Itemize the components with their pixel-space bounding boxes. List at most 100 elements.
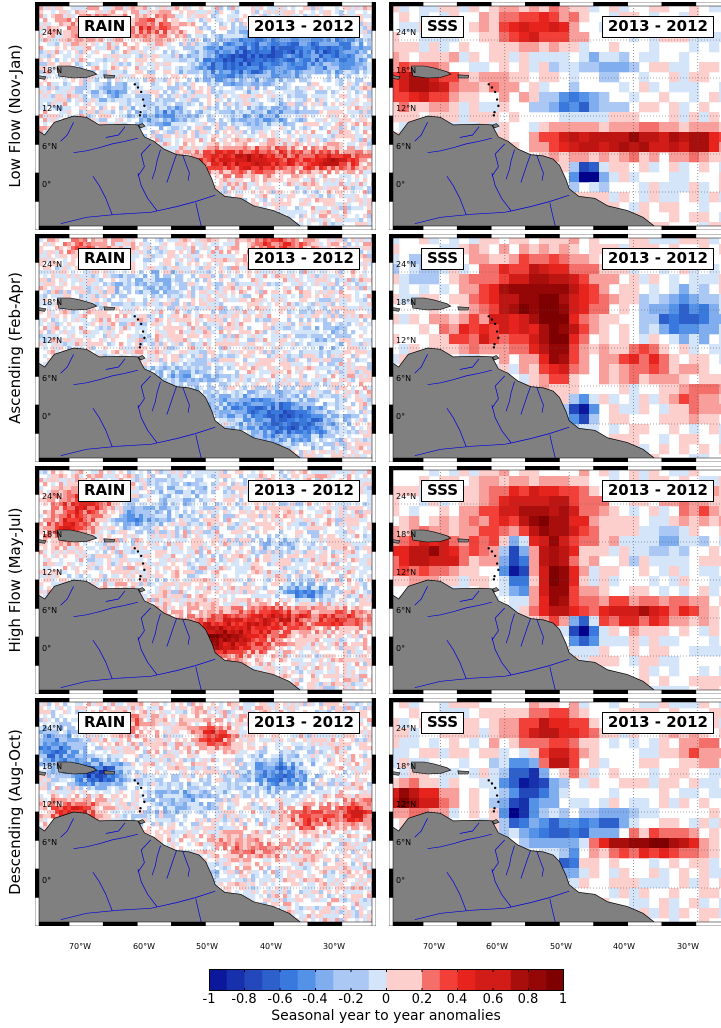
rain-map-panel: RAIN 2013 - 2012: [35, 234, 376, 462]
colorbar: [209, 969, 564, 991]
lat-tick-label: 24°N: [396, 492, 417, 501]
map-frame: [35, 234, 376, 462]
lesser-antilles-island: [497, 104, 500, 108]
island-landmass: [411, 529, 452, 543]
lesser-antilles-island: [493, 554, 497, 558]
lat-tick-label: 6°N: [396, 142, 412, 151]
lon-tick-30w: 30°W: [676, 942, 700, 951]
lesser-antilles-island: [138, 346, 142, 349]
island-landmass: [138, 123, 146, 129]
lesser-antilles-island: [136, 86, 140, 89]
lat-tick-label: 18°N: [396, 298, 417, 307]
lat-tick-label: 18°N: [396, 762, 417, 771]
island-landmass: [492, 355, 500, 361]
lesser-antilles-island: [143, 800, 146, 804]
lesser-antilles-island: [139, 90, 143, 94]
island-landmass: [492, 819, 500, 825]
colorbar-tick: 1: [558, 992, 568, 1007]
colorbar-level: [546, 969, 564, 991]
lesser-antilles-island: [492, 114, 496, 117]
lesser-antilles-island: [497, 568, 500, 572]
colorbar-level: [510, 969, 529, 991]
rain-anomaly-map: [35, 698, 376, 926]
lesser-antilles-island: [490, 550, 494, 553]
lat-tick-label: 12°N: [42, 800, 63, 809]
lesser-antilles-island: [493, 343, 496, 346]
river-network: [60, 122, 216, 230]
lesser-antilles-island: [136, 318, 140, 321]
river-network: [414, 818, 570, 926]
lat-tick-label: 24°N: [396, 260, 417, 269]
period-label: 2013 - 2012: [247, 248, 360, 270]
island-landmass: [57, 65, 98, 79]
lesser-antilles-island: [497, 336, 500, 340]
river-network: [414, 122, 570, 230]
colorbar-level: [386, 969, 405, 991]
lat-tick-label: 0°: [42, 412, 52, 421]
lesser-antilles-island: [138, 810, 142, 813]
lesser-antilles-island: [493, 575, 496, 578]
lesser-antilles-island: [490, 318, 494, 321]
colorbar-level: [528, 969, 547, 991]
island-landmass: [103, 74, 116, 79]
map-frame: [35, 698, 376, 926]
sss-variable-label: SSS: [421, 16, 465, 38]
lesser-antilles-island: [493, 111, 496, 114]
island-landmass: [411, 761, 452, 775]
lesser-antilles-island: [133, 83, 136, 86]
lon-tick-60w: 60°W: [132, 942, 156, 951]
lesser-antilles-island: [492, 346, 496, 349]
lesser-antilles-island: [139, 343, 142, 346]
lesser-antilles-island: [492, 578, 496, 581]
row-label-high-flow: High Flow (May-Jul): [0, 466, 30, 694]
lat-tick-label: 0°: [396, 644, 406, 653]
colorbar-level: [404, 969, 423, 991]
lesser-antilles-island: [139, 807, 142, 810]
lat-tick-label: 18°N: [42, 530, 63, 539]
lesser-antilles-island: [497, 800, 500, 804]
colorbar-level: [315, 969, 334, 991]
map-frame: [389, 698, 721, 926]
lat-tick-label: 12°N: [42, 104, 63, 113]
lesser-antilles-island: [487, 315, 490, 318]
lesser-antilles-island: [487, 779, 490, 782]
colorbar-level: [333, 969, 352, 991]
lat-tick-label: 18°N: [396, 66, 417, 75]
lat-tick-label: 0°: [396, 412, 406, 421]
colorbar-level: [422, 969, 441, 991]
map-frame: [389, 2, 721, 230]
rain-variable-label: RAIN: [78, 248, 132, 270]
lat-tick-label: 0°: [42, 644, 52, 653]
lat-tick-label: 24°N: [42, 724, 63, 733]
sss-anomaly-map: [389, 234, 721, 462]
lat-tick-label: 6°N: [42, 606, 58, 615]
river-network: [60, 586, 216, 694]
river-network: [60, 354, 216, 462]
colorbar-tick: 0.4: [446, 992, 468, 1007]
lesser-antilles-island: [493, 807, 496, 810]
row-label-text: Ascending (Feb-Apr): [6, 272, 24, 424]
lesser-antilles-island: [143, 336, 146, 340]
lat-tick-label: 6°N: [42, 374, 58, 383]
sss-map-panel: SSS 2013 - 2012: [389, 698, 721, 926]
lon-tick-50w: 50°W: [195, 942, 219, 951]
river-network: [60, 818, 216, 926]
colorbar-level: [280, 969, 299, 991]
island-landmass: [103, 770, 116, 775]
river-network: [414, 586, 570, 694]
rain-map-panel: RAIN 2013 - 2012: [35, 698, 376, 926]
period-label: 2013 - 2012: [601, 16, 714, 38]
row-label-low-flow: Low Flow (Nov-Jan): [0, 2, 30, 230]
lesser-antilles-island: [141, 330, 145, 333]
island-landmass: [57, 761, 98, 775]
sss-variable-label: SSS: [421, 248, 465, 270]
lesser-antilles-island: [139, 554, 143, 558]
colorbar-tick: 0.8: [517, 992, 539, 1007]
map-frame: [389, 234, 721, 462]
lat-tick-label: 6°N: [396, 838, 412, 847]
rain-variable-label: RAIN: [78, 712, 132, 734]
lat-tick-label: 12°N: [42, 568, 63, 577]
lat-tick-label: 18°N: [42, 298, 63, 307]
lesser-antilles-island: [493, 90, 497, 94]
lesser-antilles-island: [490, 86, 494, 89]
